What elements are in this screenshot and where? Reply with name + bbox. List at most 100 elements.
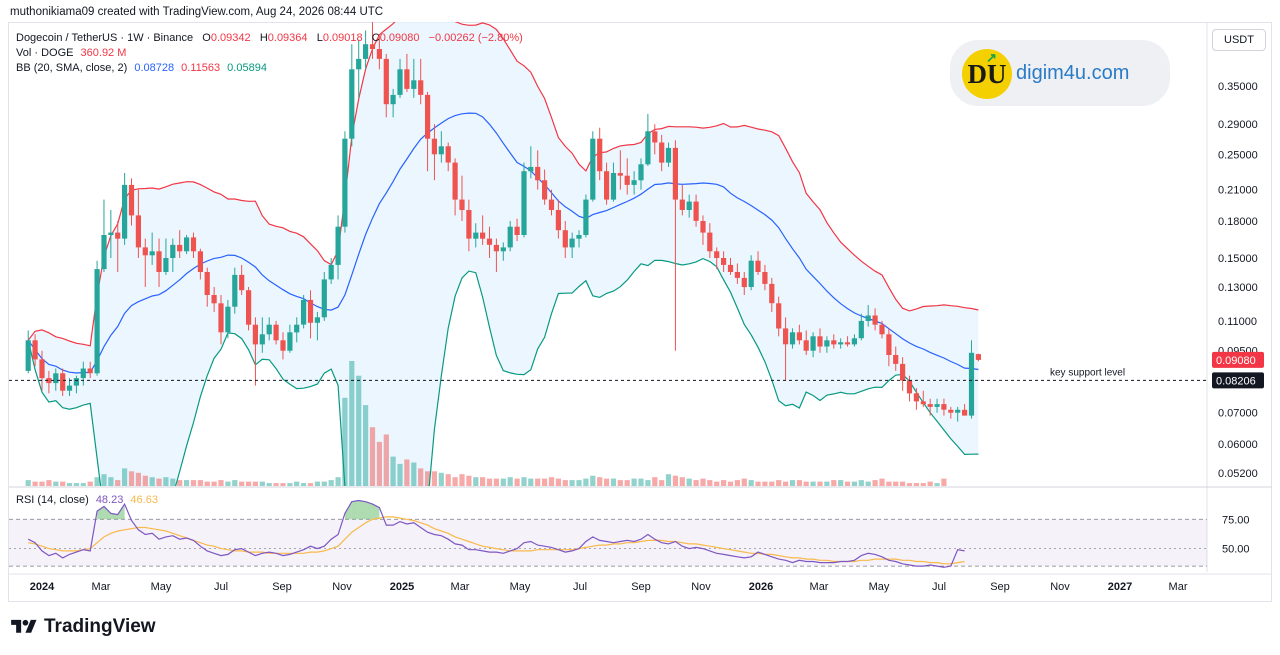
volume-bar [321,481,327,486]
candle [328,258,334,284]
candle [473,223,479,248]
candle-body [445,146,451,163]
volume-bar [906,483,913,486]
tradingview-logo-icon [11,619,37,633]
candle [810,332,816,358]
bb-label[interactable]: BB (20, SMA, close, 2) [16,62,128,74]
candle [555,199,561,239]
candle-body [307,299,314,323]
candle-body [734,272,740,278]
candle-body [197,251,203,272]
volume-bar [163,477,169,486]
time-tick-label: Sep [631,581,651,593]
candle-body [844,342,851,345]
candle-body [163,258,169,272]
candle [239,264,245,295]
candle [39,350,45,391]
price-tick-label: 0.05200 [1218,468,1258,480]
candle [865,305,871,327]
rsi-overbought-fill [117,504,125,520]
candle [900,357,906,391]
volume-bar [328,480,334,486]
candle-body [115,232,121,239]
candle-body [693,201,699,221]
low-value: 0.09018 [322,32,363,44]
candle-body [376,49,382,59]
price-tick-label: 0.21000 [1218,185,1258,197]
volume-bar [190,480,197,486]
candle [94,260,100,376]
volume-bar [734,480,740,486]
price-tick-label: 0.13000 [1218,282,1258,294]
currency-button[interactable]: USDT [1212,29,1266,51]
candle [803,330,809,355]
price-tick-label: 0.18000 [1218,216,1258,228]
candle [431,124,437,181]
candle [156,238,162,287]
candle-body [590,138,596,200]
candle [562,221,568,258]
high-label: H [259,32,268,44]
candle [466,199,472,252]
rsi-label[interactable]: RSI (14, close) [16,494,89,506]
candle-body [32,340,38,360]
volume-bar [934,483,940,486]
candle [452,158,458,216]
volume-bar [500,478,506,486]
candle [135,189,141,258]
ohlc-legend: Dogecoin / TetherUS · 1W · Binance O0.09… [16,32,523,44]
candle-body [955,409,961,413]
volume-bar [301,483,307,486]
time-tick-label: 2025 [390,581,414,593]
candle [528,146,534,179]
volume-bar [900,481,906,486]
time-tick-label: Jul [214,581,228,593]
rsi-overbought-fill [365,501,373,520]
volume-bar [748,480,754,486]
candle [266,317,272,341]
volume-bar [707,480,713,486]
price-tick-label: 0.25000 [1218,149,1258,161]
rsi-legend: RSI (14, close) 48.23 46.63 [16,494,158,506]
volume-bar [507,477,513,486]
logo-badge-icon: DU ↗ [962,49,1012,99]
candle-body [521,171,527,235]
candle-body [266,324,272,335]
candle [590,131,596,202]
candle-body [425,94,431,139]
volume-bar [610,478,617,486]
volume-bar [755,481,761,486]
candle-body [645,131,651,165]
candle [301,295,307,329]
volume-bar [789,480,796,486]
symbol-name[interactable]: Dogecoin / TetherUS · 1W · Binance [16,32,194,44]
rsi-band [9,519,1207,567]
volume-bar [170,478,176,486]
candle [913,388,919,410]
candle-body [562,230,568,248]
candle-body [665,147,672,163]
candle-body [486,238,493,245]
volume-bar [459,474,465,486]
candle [707,223,713,258]
candle [542,169,548,205]
volume-bar [390,456,396,486]
tradingview-brand[interactable]: TradingView [10,616,156,638]
candle-body [659,142,665,163]
volume-bar [893,481,899,486]
candle-body [66,385,73,391]
volume-bar [831,480,837,486]
rsi-pane [9,499,1207,568]
volume-series [25,361,947,486]
candle-body [149,251,155,256]
volume-bar [445,474,451,486]
candle [679,184,685,216]
time-tick-label: 2026 [749,581,773,593]
volume-label[interactable]: Vol · DOGE [16,47,74,59]
candle-body [122,184,128,239]
volume-bar [259,481,265,486]
candle-body [686,201,692,210]
candle-body [604,171,610,200]
candle-body [535,166,541,181]
